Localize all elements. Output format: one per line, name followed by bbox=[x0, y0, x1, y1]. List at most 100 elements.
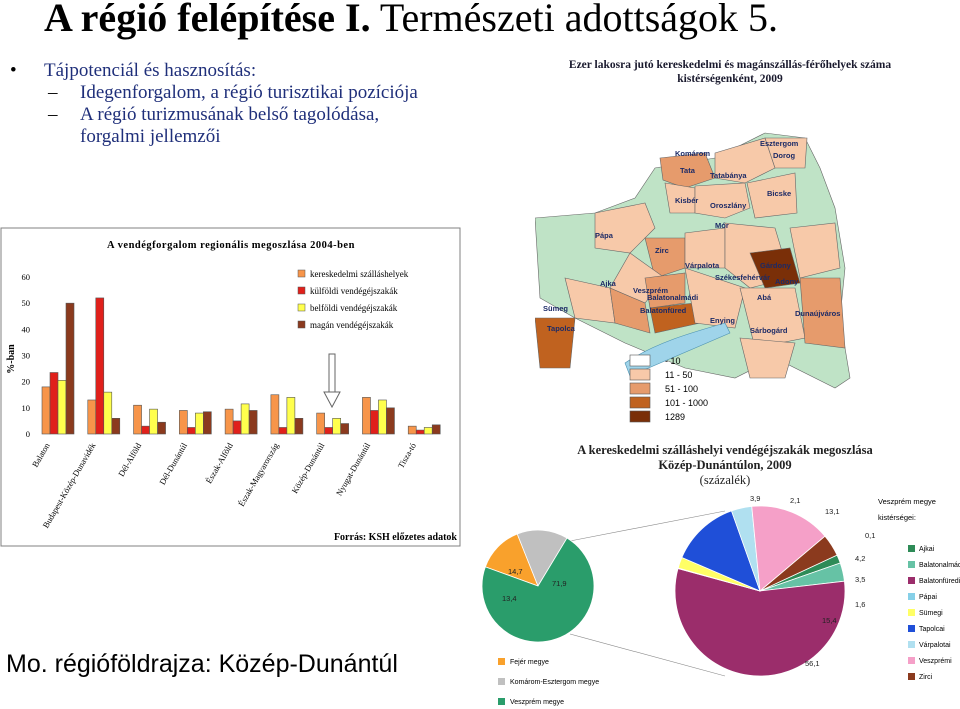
map-legend-swatch bbox=[629, 368, 651, 381]
bar-chart: A vendégforgalom regionális megoszlása 2… bbox=[0, 227, 461, 547]
bar bbox=[133, 404, 142, 435]
pie-slice bbox=[759, 535, 838, 592]
bar bbox=[157, 421, 166, 435]
pie-slice bbox=[751, 505, 826, 592]
map-label: Ajka bbox=[600, 279, 617, 288]
chart-frame bbox=[0, 227, 461, 547]
map-label: Veszprém bbox=[633, 286, 668, 295]
pie-legend-label: Várpalotai bbox=[919, 642, 951, 649]
y-tick-label: 0 bbox=[26, 429, 30, 439]
pie-legend-swatch bbox=[908, 641, 915, 648]
bullet-item: Tájpotenciál és hasznosítás: bbox=[10, 60, 418, 82]
map-region bbox=[789, 222, 841, 279]
bar bbox=[141, 425, 150, 435]
y-tick-label: 20 bbox=[22, 377, 31, 387]
bar bbox=[286, 397, 296, 435]
bar bbox=[240, 403, 250, 435]
bar bbox=[294, 418, 304, 435]
map-label: Bicske bbox=[767, 189, 791, 198]
legend-swatch bbox=[297, 320, 306, 329]
pie-value-label: 15,4 bbox=[822, 616, 837, 625]
lake-balaton bbox=[624, 322, 731, 377]
map-label: Komárom bbox=[675, 149, 710, 158]
chart-title: A vendégforgalom regionális megoszlása 2… bbox=[107, 240, 355, 251]
map-label: Enying bbox=[710, 316, 735, 325]
legend-swatch bbox=[297, 269, 306, 278]
map-label: Várpalota bbox=[685, 261, 720, 270]
pie-legend-swatch bbox=[908, 673, 915, 680]
pie-legend-label: Ajkai bbox=[919, 546, 935, 553]
pie-legend-label: Veszprém megye bbox=[510, 699, 564, 706]
pie-slice bbox=[481, 537, 595, 643]
map-label: Kisbér bbox=[675, 196, 698, 205]
pie-legend-swatch bbox=[498, 658, 505, 665]
map-label: Dunaújváros bbox=[795, 309, 840, 318]
y-tick-label: 30 bbox=[22, 351, 31, 361]
pie-value-label: 14,7 bbox=[508, 567, 523, 576]
bar bbox=[103, 391, 113, 435]
bar bbox=[179, 410, 188, 435]
pie-legend-label: Balatonfüredi bbox=[919, 578, 960, 585]
map-label: Gárdony bbox=[760, 261, 792, 270]
bullet-list: Tájpotenciál és hasznosítás: Idegenforga… bbox=[10, 60, 418, 148]
slide-title-bold: A régió felépítése I. bbox=[44, 0, 371, 40]
map-title-line1: Ezer lakosra jutó kereskedelmi és magáns… bbox=[568, 59, 892, 71]
region-map: Komárom Esztergom Dorog Tata Tatabánya Kisbér… bbox=[535, 132, 851, 423]
sub-bullet-tourism: Idegenforgalom, a régió turisztikai pozí… bbox=[10, 82, 418, 104]
pie-title-line3: (százalék) bbox=[699, 473, 751, 487]
bar bbox=[232, 420, 242, 435]
map-region bbox=[749, 247, 801, 289]
map-region bbox=[684, 267, 746, 329]
bar bbox=[195, 412, 204, 435]
bar bbox=[87, 399, 97, 435]
bar bbox=[278, 427, 288, 435]
map-region bbox=[609, 287, 651, 334]
map-legend-label: 11 - 50 bbox=[665, 370, 692, 380]
pie-charts: 13,4 14,7 71,9 1,6 3,5 56,1 0,1 2,1 13,1 3,9 15,4… bbox=[481, 494, 960, 706]
pie-legend-label: Tapolcai bbox=[919, 626, 945, 633]
map-region bbox=[594, 202, 656, 254]
pie-title-line1: A kereskedelmi szálláshelyi vendégéjszak… bbox=[577, 443, 873, 457]
bar bbox=[41, 386, 51, 435]
bar bbox=[49, 372, 59, 435]
pie-value-label: 3,5 bbox=[855, 575, 865, 584]
bar bbox=[65, 302, 75, 435]
map-label: Balatonfüred bbox=[640, 306, 687, 315]
pie-value-label: 4,2 bbox=[855, 554, 865, 563]
map-label: Zirc bbox=[655, 246, 669, 255]
pie-legend-label: Veszprémi bbox=[919, 658, 952, 665]
pie-value-label: 0,1 bbox=[865, 531, 875, 540]
bar bbox=[332, 418, 341, 435]
bar bbox=[316, 412, 325, 435]
sub-bullet-internal-cont: forgalmi jellemzői bbox=[80, 126, 221, 147]
slide-title: A régió felépítése I. Természeti adottsá… bbox=[44, 0, 778, 42]
map-region bbox=[799, 277, 846, 349]
bar bbox=[149, 408, 158, 435]
map-region bbox=[739, 337, 796, 379]
pie-value-label: 13,4 bbox=[502, 594, 517, 603]
map-label: Tapolca bbox=[547, 324, 576, 333]
pie2-legend-title: kistérségei: bbox=[878, 513, 916, 522]
pie-value-label: 56,1 bbox=[805, 659, 820, 668]
pie-legend-swatch bbox=[908, 593, 915, 600]
bar bbox=[386, 407, 395, 435]
pie2-legend-title: Veszprém megye bbox=[878, 497, 936, 506]
y-tick-label: 60 bbox=[22, 272, 31, 282]
map-label: Sümeg bbox=[543, 304, 568, 313]
map-region bbox=[694, 182, 751, 219]
map-label: Esztergom bbox=[760, 139, 799, 148]
bar bbox=[57, 380, 67, 435]
map-label: Mór bbox=[715, 221, 729, 230]
map-legend-swatch bbox=[629, 382, 651, 395]
pie-title-line2: Közép-Dunántúlon, 2009 bbox=[658, 458, 792, 472]
pie-legend-swatch bbox=[908, 561, 915, 568]
pie-value-label: 1,6 bbox=[855, 600, 865, 609]
footer-text: Mo. régióföldrajza: Közép-Dunántúl bbox=[6, 650, 398, 678]
bar bbox=[248, 410, 258, 435]
legend-label: külföldi vendégéjszakák bbox=[310, 286, 398, 296]
pie-legend-label: Fejér megye bbox=[510, 659, 549, 666]
pie-legend-label: Pápai bbox=[919, 594, 937, 601]
pie-legend-swatch bbox=[908, 577, 915, 584]
pie-slice bbox=[674, 568, 846, 677]
map-legend-swatch bbox=[629, 396, 651, 409]
